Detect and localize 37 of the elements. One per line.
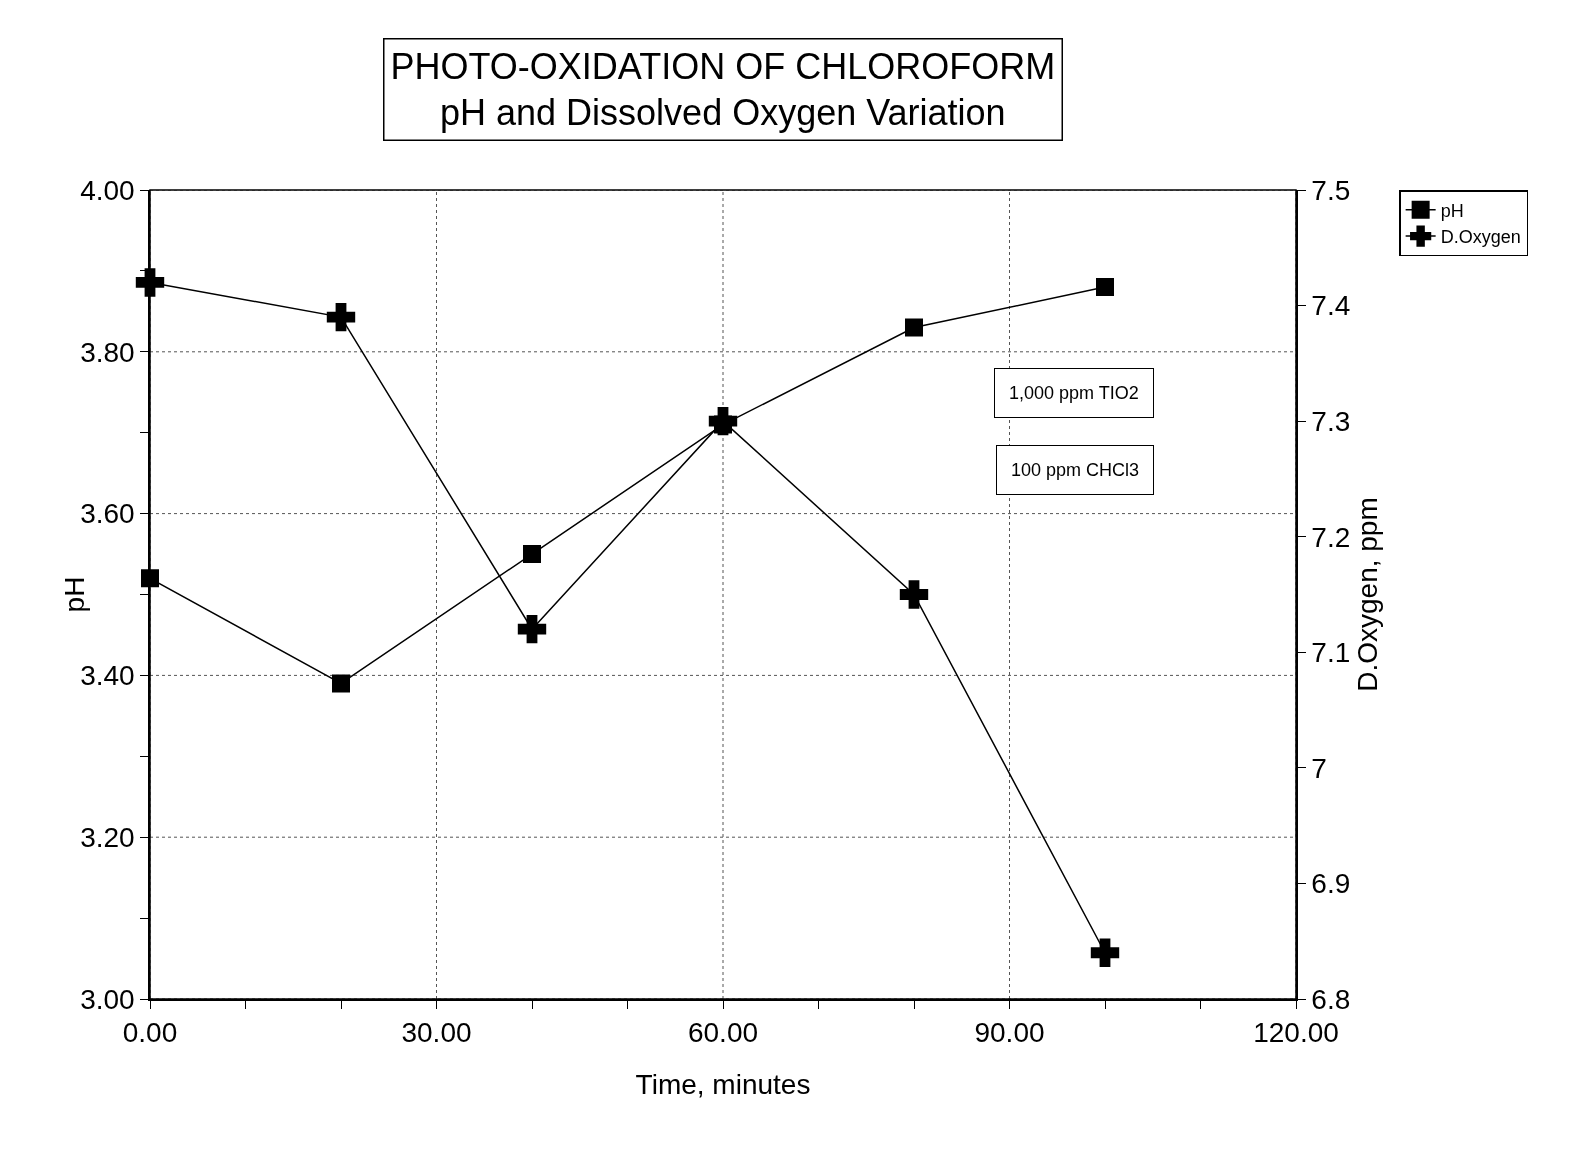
x-tick-label: 60.00 [687, 1017, 759, 1049]
y-axis-title: pH [58, 576, 90, 613]
legend-label: D.Oxygen [1440, 227, 1521, 248]
annotation: 100 ppm CHCl3 [1011, 460, 1140, 480]
point [708, 406, 738, 436]
y2-tick-label: 7.4 [1311, 290, 1351, 322]
y-tick-label: 3.20 [80, 822, 135, 853]
point [326, 302, 356, 332]
y2-tick-label: 7 [1311, 752, 1327, 784]
y-tick-label: 4.00 [80, 174, 135, 206]
y2-tick-label: 6.9 [1311, 868, 1351, 900]
y2-tick-label: 7.2 [1311, 521, 1351, 553]
point [1096, 278, 1114, 297]
legend-label: pH [1440, 200, 1464, 221]
point [905, 318, 923, 337]
chart-subtitle: pH and Dissolved Oxygen Variation [440, 92, 1006, 134]
annotation: 1,000 ppm TIO2 [1009, 383, 1139, 403]
chart-title: PHOTO-OXIDATION OF CHLOROFORM [390, 45, 1056, 87]
point [517, 614, 547, 644]
point [899, 580, 929, 609]
y-tick-label: 3.00 [80, 983, 135, 1015]
y2-tick-label: 7.5 [1311, 174, 1351, 206]
x-tick-label: 0.00 [122, 1017, 178, 1049]
x-tick-label: 30.00 [401, 1017, 472, 1049]
x-tick-label: 90.00 [974, 1017, 1045, 1049]
y2-tick-label: 7.3 [1311, 405, 1351, 437]
y-tick-label: 3.80 [80, 336, 135, 368]
point [1090, 938, 1120, 967]
point [523, 545, 541, 564]
y2-axis-title: D.Oxygen, ppm [1352, 497, 1384, 692]
x-axis-title: Time, minutes [635, 1068, 811, 1100]
y-tick-label: 3.60 [80, 498, 135, 530]
y2-tick-label: 6.8 [1311, 983, 1351, 1015]
y2-tick-label: 7.1 [1311, 637, 1351, 669]
point [332, 674, 350, 693]
y-tick-label: 3.40 [80, 660, 135, 692]
x-tick-label: 120.00 [1253, 1017, 1339, 1049]
